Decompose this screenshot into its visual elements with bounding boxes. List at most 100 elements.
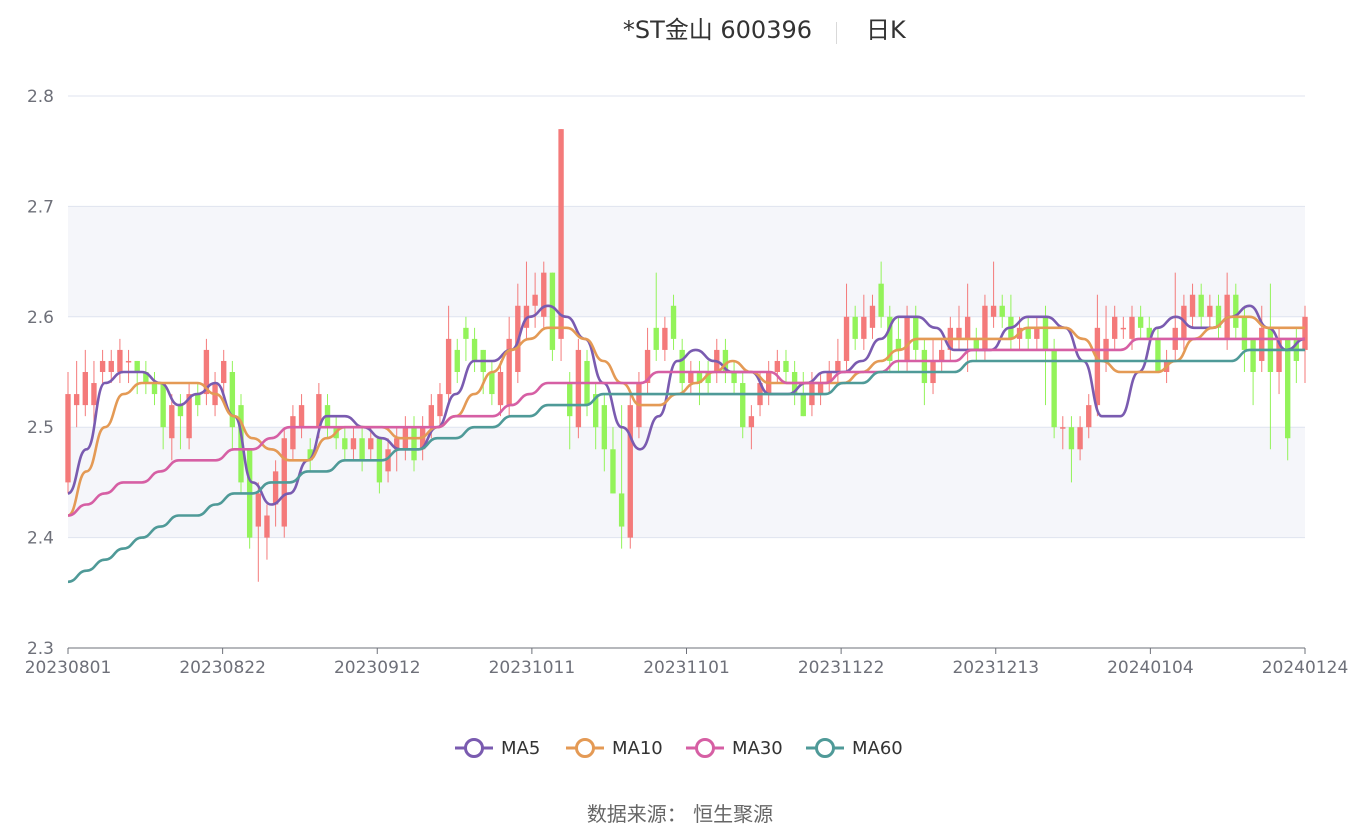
candle-body: [238, 405, 244, 483]
candle-body: [558, 129, 564, 339]
background-bands: [68, 206, 1305, 538]
legend-label: MA30: [732, 738, 783, 759]
y-tick-label: 2.3: [27, 639, 54, 659]
candle-body: [368, 438, 374, 450]
moving-average-lines: [67, 304, 1306, 584]
legend-label: MA5: [501, 738, 540, 759]
y-tick-label: 2.6: [27, 308, 54, 328]
candle-body: [177, 405, 184, 417]
candle-body: [160, 383, 166, 428]
candle-body: [990, 305, 997, 317]
candle-body: [1198, 294, 1204, 317]
candle-body: [592, 394, 599, 428]
candle-body: [394, 438, 400, 450]
candle-body: [843, 316, 850, 361]
candle-body: [644, 349, 651, 384]
candle-body: [982, 305, 988, 350]
x-tick-label: 20231122: [798, 658, 885, 678]
legend-marker: [815, 738, 835, 758]
candle-body: [852, 316, 858, 339]
candle-body: [869, 305, 876, 328]
candle-body: [91, 383, 97, 406]
candle-body: [428, 405, 434, 428]
candle-body: [575, 349, 582, 428]
y-axis-ticks: 2.3 2.4 2.5 2.6 2.7 2.8: [27, 87, 54, 659]
legend[interactable]: MA5 MA10 MA30 MA60: [455, 738, 903, 759]
candle-body: [65, 394, 71, 483]
candle-body: [445, 338, 452, 395]
candle-body: [1077, 427, 1083, 450]
candle-body: [1276, 338, 1282, 372]
x-tick-label: 20240124: [1262, 658, 1349, 678]
candle-body: [125, 360, 132, 363]
legend-item-ma5[interactable]: MA5: [455, 738, 540, 759]
candle-body: [800, 394, 806, 417]
legend-item-ma10[interactable]: MA10: [566, 738, 663, 759]
candle-body: [731, 372, 737, 384]
candle-body: [1094, 327, 1101, 406]
candle-body: [662, 327, 668, 350]
candle-body: [221, 360, 227, 384]
candle-body: [1120, 327, 1127, 330]
legend-item-ma60[interactable]: MA60: [806, 738, 903, 759]
chart-title: *ST金山 600396: [622, 16, 812, 44]
x-tick-label: 20231101: [643, 658, 730, 678]
y-tick-label: 2.7: [27, 197, 54, 217]
candle-body: [99, 360, 106, 372]
candle-body: [627, 405, 633, 538]
candle-body: [290, 416, 296, 450]
candle-body: [1025, 327, 1031, 339]
candle-body: [1112, 316, 1118, 339]
legend-marker: [695, 738, 715, 758]
x-tick-label: 20240104: [1107, 658, 1194, 678]
candle-body: [203, 349, 210, 395]
candle-body: [895, 338, 902, 350]
candle-body: [1129, 316, 1135, 339]
candle-body: [1259, 327, 1265, 361]
candle-body: [1215, 305, 1222, 328]
candle-body: [82, 372, 88, 406]
candle-body: [1034, 327, 1040, 339]
candle-body: [973, 338, 979, 350]
candle-body: [73, 394, 80, 406]
candle-body: [307, 449, 313, 461]
candle-body: [316, 394, 322, 428]
legend-label: MA60: [852, 738, 903, 759]
x-tick-label: 20231213: [952, 658, 1039, 678]
candles: [65, 129, 1308, 582]
candle-body: [921, 349, 928, 384]
candle-body: [169, 405, 175, 439]
x-tick-label: 20230912: [334, 658, 421, 678]
candle-body: [964, 316, 971, 339]
ma5-line: [67, 304, 1306, 506]
x-axis: 20230801 20230822 20230912 20231011 20231101…: [25, 647, 1349, 678]
candle-body: [878, 283, 884, 317]
candle-body: [272, 471, 279, 505]
x-tick-label: 20230822: [179, 658, 266, 678]
candle-body: [1302, 316, 1308, 350]
candle-body: [999, 305, 1005, 317]
candle-body: [1250, 338, 1256, 372]
candle-body: [489, 372, 495, 395]
candle-body: [454, 349, 460, 372]
candlestick-chart: 2.32.42.52.62.72.8 20230801 20230822 20230…: [25, 87, 1349, 759]
candle-body: [134, 360, 140, 372]
candle-body: [1146, 327, 1152, 339]
candle-body: [1189, 294, 1196, 317]
candle-body: [532, 294, 538, 306]
y-tick-label: 2.4: [27, 529, 54, 549]
candle-body: [143, 372, 149, 384]
candle-body: [497, 372, 504, 406]
legend-item-ma30[interactable]: MA30: [686, 738, 783, 759]
grid-band: [68, 206, 1305, 317]
candle-body: [385, 449, 391, 472]
legend-marker: [464, 738, 484, 758]
candle-body: [151, 383, 158, 395]
candle-body: [1086, 405, 1092, 428]
candle-body: [195, 394, 201, 406]
candle-body: [117, 349, 123, 372]
candle-body: [1137, 316, 1144, 328]
candle-body: [774, 360, 781, 372]
candle-body: [567, 383, 573, 417]
candle-body: [679, 349, 685, 384]
